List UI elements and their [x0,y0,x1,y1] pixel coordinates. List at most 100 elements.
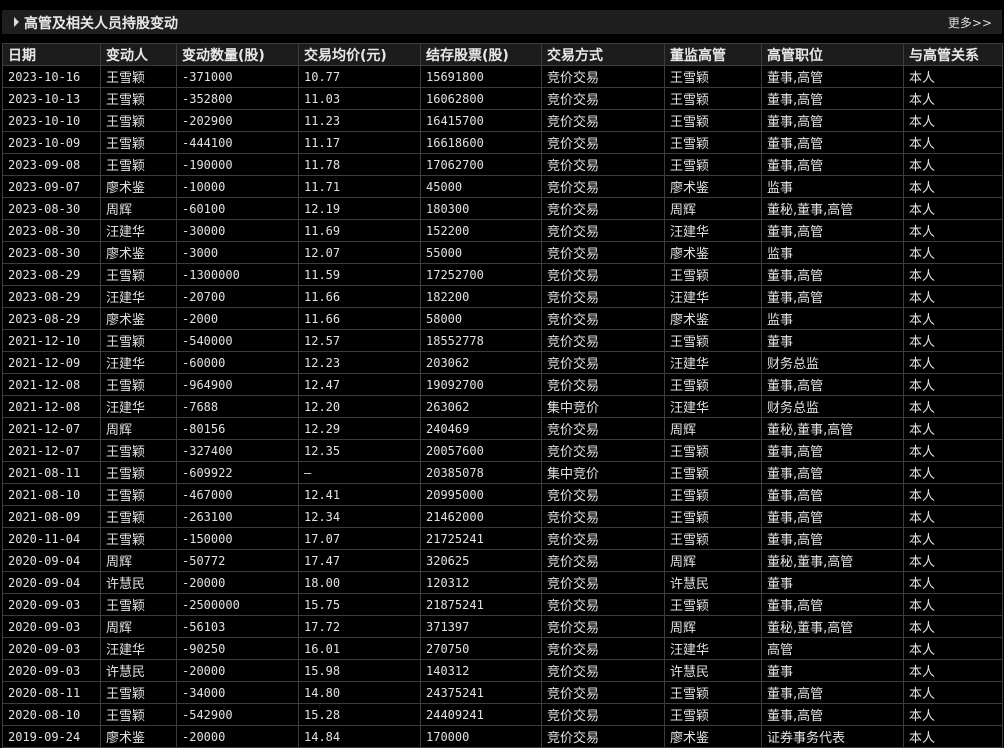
cell-person: 廖术鉴 [100,725,177,748]
cell-executive: 汪建华 [664,285,762,308]
cell-avg-price: 11.78 [298,153,421,176]
cell-person: 王雪颖 [100,483,177,506]
cell-position: 董事,高管 [761,109,904,132]
cell-executive: 许慧民 [664,659,762,682]
table-row: 2023-08-30 周辉 -60100 12.19 180300 竞价交易 周辉 董秘,董事… [2,197,1003,220]
more-link[interactable]: 更多>> [947,16,992,30]
table-row: 2020-09-03 汪建华 -90250 16.01 270750 竞价交易 汪建华 高管本… [2,637,1003,660]
cell-relation: 本人 [903,87,1003,110]
cell-position: 监事 [761,307,904,330]
cell-holding-after: 180300 [420,197,542,220]
cell-person: 周辉 [100,549,177,572]
cell-date: 2020-09-03 [2,637,101,660]
cell-change-qty: -3000 [176,241,299,264]
cell-avg-price: 12.35 [298,439,421,462]
table-row: 2023-09-07 廖术鉴 -10000 11.71 45000 竞价交易 廖术鉴 监事 本人 [2,175,1003,198]
cell-change-qty: -90250 [176,637,299,660]
cell-relation: 本人 [903,219,1003,242]
cell-avg-price: 12.29 [298,417,421,440]
cell-date: 2023-08-29 [2,285,101,308]
cell-position: 董事,高管 [761,131,904,154]
cell-date: 2021-12-10 [2,329,101,352]
cell-trade-method: 竞价交易 [541,593,665,616]
cell-avg-price: 12.19 [298,197,421,220]
cell-position: 监事 [761,175,904,198]
cell-holding-after: 140312 [420,659,542,682]
cell-executive: 王雪颖 [664,153,762,176]
cell-holding-after: 120312 [420,571,542,594]
cell-avg-price: 11.03 [298,87,421,110]
cell-person: 周辉 [100,417,177,440]
cell-holding-after: 182200 [420,285,542,308]
cell-relation: 本人 [903,505,1003,528]
column-header-avg-price: 交易均价(元) [298,43,421,66]
cell-relation: 本人 [903,615,1003,638]
cell-holding-after: 16618600 [420,131,542,154]
cell-position: 董事,高管 [761,461,904,484]
cell-person: 王雪颖 [100,263,177,286]
cell-person: 王雪颖 [100,65,177,88]
cell-avg-price: 12.57 [298,329,421,352]
cell-change-qty: -467000 [176,483,299,506]
cell-holding-after: 263062 [420,395,542,418]
cell-executive: 王雪颖 [664,439,762,462]
cell-executive: 王雪颖 [664,461,762,484]
cell-person: 周辉 [100,197,177,220]
cell-executive: 汪建华 [664,637,762,660]
cell-trade-method: 竞价交易 [541,703,665,726]
table-row: 2020-09-03 王雪颖 -2500000 15.75 21875241 竞价交易 王雪… [2,593,1003,616]
cell-trade-method: 竞价交易 [541,527,665,550]
cell-holding-after: 371397 [420,615,542,638]
cell-change-qty: -30000 [176,219,299,242]
cell-change-qty: -150000 [176,527,299,550]
cell-avg-price: 11.69 [298,219,421,242]
cell-trade-method: 竞价交易 [541,615,665,638]
cell-relation: 本人 [903,549,1003,572]
cell-trade-method: 竞价交易 [541,637,665,660]
cell-person: 王雪颖 [100,461,177,484]
cell-relation: 本人 [903,593,1003,616]
cell-change-qty: -20000 [176,725,299,748]
cell-position: 董秘,董事,高管 [761,615,904,638]
cell-date: 2021-12-09 [2,351,101,374]
cell-relation: 本人 [903,637,1003,660]
cell-change-qty: -540000 [176,329,299,352]
cell-executive: 王雪颖 [664,109,762,132]
cell-trade-method: 竞价交易 [541,285,665,308]
cell-avg-price: 11.23 [298,109,421,132]
table-row: 2021-12-07 周辉 -80156 12.29 240469 竞价交易 周辉 董秘,董事… [2,417,1003,440]
cell-relation: 本人 [903,197,1003,220]
cell-relation: 本人 [903,373,1003,396]
cell-trade-method: 竞价交易 [541,87,665,110]
cell-executive: 汪建华 [664,219,762,242]
section-title: 高管及相关人员持股变动 [24,16,178,32]
cell-change-qty: -609922 [176,461,299,484]
cell-change-qty: -352800 [176,87,299,110]
table-row: 2020-09-03 许慧民 -20000 15.98 140312 竞价交易 许慧民 董事本… [2,659,1003,682]
cell-executive: 王雪颖 [664,681,762,704]
cell-person: 王雪颖 [100,439,177,462]
cell-person: 王雪颖 [100,373,177,396]
cell-trade-method: 竞价交易 [541,725,665,748]
cell-trade-method: 竞价交易 [541,351,665,374]
cell-person: 周辉 [100,615,177,638]
cell-relation: 本人 [903,175,1003,198]
cell-date: 2023-08-30 [2,241,101,264]
cell-avg-price: 11.66 [298,285,421,308]
cell-person: 王雪颖 [100,87,177,110]
cell-position: 董事,高管 [761,527,904,550]
cell-date: 2023-08-29 [2,307,101,330]
cell-avg-price: 14.84 [298,725,421,748]
table-row: 2023-10-13 王雪颖 -352800 11.03 16062800 竞价交易 王雪颖… [2,87,1003,110]
cell-holding-after: 24375241 [420,681,542,704]
cell-avg-price: 11.17 [298,131,421,154]
cell-relation: 本人 [903,263,1003,286]
cell-person: 许慧民 [100,659,177,682]
cell-holding-after: 20057600 [420,439,542,462]
cell-executive: 汪建华 [664,351,762,374]
cell-holding-after: 270750 [420,637,542,660]
cell-executive: 王雪颖 [664,65,762,88]
cell-executive: 王雪颖 [664,703,762,726]
cell-avg-price: 16.01 [298,637,421,660]
cell-change-qty: -964900 [176,373,299,396]
